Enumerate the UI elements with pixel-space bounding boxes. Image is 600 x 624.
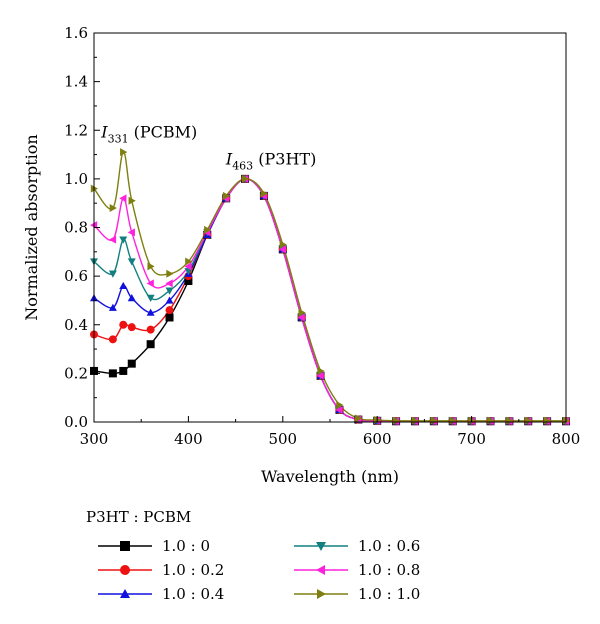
legend-label-3: 1.0 : 0.4 — [162, 585, 224, 603]
legend: P3HT : PCBM 1.0 : 0 1.0 : 0.2 1.0 : 0.4 1.0… — [86, 508, 420, 603]
data-point-series-5 — [184, 262, 192, 271]
data-point-series-6 — [411, 416, 419, 425]
series-line-4 — [93, 178, 566, 423]
legend-label-2: 1.0 : 0.2 — [162, 561, 224, 579]
data-point-series-5 — [108, 235, 117, 244]
y-tick-label: 0.8 — [64, 219, 88, 237]
y-tick-label: 0.2 — [64, 364, 88, 382]
data-point-series-4 — [184, 268, 193, 276]
data-point-series-4 — [108, 270, 117, 278]
data-point-series-1 — [184, 276, 193, 285]
legend-marker-4 — [316, 542, 326, 551]
series-line-2 — [93, 178, 566, 423]
data-point-series-1 — [108, 369, 117, 378]
data-point-series-6 — [392, 416, 401, 425]
data-point-series-2 — [119, 320, 128, 329]
legend-label-1: 1.0 : 0 — [162, 537, 210, 555]
series-line-3 — [93, 178, 566, 423]
legend-label-4: 1.0 : 0.6 — [358, 537, 420, 555]
data-point-series-6 — [317, 366, 325, 375]
data-point-series-6 — [355, 414, 363, 423]
data-point-series-4 — [127, 258, 136, 266]
data-point-series-5 — [165, 279, 173, 288]
data-point-series-1 — [146, 340, 155, 349]
y-tick-label: 1.4 — [64, 73, 88, 91]
data-point-series-3 — [119, 281, 128, 290]
data-point-series-5 — [146, 279, 154, 288]
data-point-series-2 — [127, 323, 136, 332]
y-tick-label: 1.0 — [64, 170, 88, 188]
data-point-series-3 — [127, 294, 136, 302]
data-point-series-1 — [119, 366, 128, 375]
data-point-series-6 — [449, 416, 457, 425]
legend-title: P3HT : PCBM — [86, 508, 191, 526]
data-point-series-6 — [543, 416, 552, 425]
data-point-series-6 — [260, 189, 268, 198]
data-point-series-1 — [165, 313, 174, 322]
data-point-series-6 — [185, 257, 193, 266]
legend-marker-3 — [120, 589, 130, 598]
data-point-series-4 — [146, 294, 155, 303]
data-point-series-5 — [278, 245, 286, 254]
series-line-1 — [93, 178, 566, 423]
x-tick-label: 300 — [80, 430, 109, 448]
data-point-series-3 — [108, 303, 117, 311]
peak-annotation-2: I463 (P3HT) — [225, 149, 316, 172]
data-point-series-4 — [165, 287, 174, 295]
x-tick-label: 400 — [174, 430, 203, 448]
data-point-series-6 — [222, 191, 231, 200]
x-tick-label: 600 — [363, 430, 392, 448]
data-point-series-6 — [298, 308, 306, 317]
data-point-series-6 — [128, 196, 136, 205]
data-point-series-5 — [127, 228, 135, 237]
series-line-5 — [93, 178, 566, 423]
data-point-series-6 — [204, 225, 212, 234]
data-point-series-6 — [487, 416, 495, 425]
data-point-series-2 — [165, 306, 174, 315]
legend-marker-2 — [120, 565, 130, 575]
x-tick-label: 800 — [552, 430, 581, 448]
legend-marker-1 — [120, 541, 130, 551]
data-point-series-6 — [147, 262, 155, 271]
plot-frame — [93, 32, 567, 423]
data-point-series-5 — [119, 194, 127, 203]
data-point-series-4 — [119, 236, 128, 244]
x-axis-title: Wavelength (nm) — [261, 467, 399, 486]
data-point-series-3 — [165, 296, 174, 304]
data-point-series-5 — [316, 371, 324, 380]
y-tick-label: 0.6 — [64, 267, 88, 285]
data-point-series-1 — [127, 359, 136, 368]
data-point-series-6 — [241, 174, 250, 183]
data-point-series-6 — [336, 400, 344, 409]
x-tick-label: 700 — [457, 430, 486, 448]
data-point-series-6 — [279, 240, 287, 249]
data-point-series-6 — [525, 416, 533, 425]
data-point-series-6 — [109, 204, 117, 213]
y-tick-label: 0.4 — [64, 316, 88, 334]
data-point-series-5 — [297, 313, 305, 322]
data-point-series-6 — [430, 416, 438, 425]
y-tick-label: 0.0 — [64, 413, 88, 431]
data-point-series-3 — [146, 308, 155, 316]
peak-annotation-1: I331 (PCBM) — [100, 123, 197, 146]
legend-marker-6 — [317, 589, 326, 599]
data-point-series-2 — [146, 325, 155, 334]
data-point-series-6 — [506, 416, 514, 425]
legend-label-6: 1.0 : 1.0 — [358, 585, 420, 603]
data-point-series-2 — [108, 335, 117, 344]
legend-marker-5 — [316, 565, 325, 575]
legend-label-5: 1.0 : 0.8 — [358, 561, 420, 579]
data-point-series-5 — [335, 405, 343, 414]
x-tick-label: 500 — [268, 430, 297, 448]
data-point-series-6 — [166, 269, 174, 278]
data-point-series-6 — [120, 148, 128, 157]
y-axis-title: Normalized absorption — [22, 134, 41, 320]
y-tick-label: 1.6 — [64, 24, 88, 42]
y-tick-label: 1.2 — [64, 121, 88, 139]
